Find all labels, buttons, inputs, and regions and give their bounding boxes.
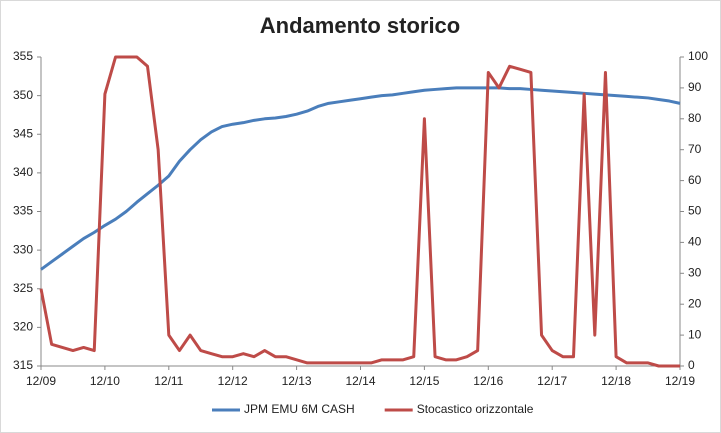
x-tick-label: 12/14 xyxy=(345,374,375,388)
y-tick-label: 350 xyxy=(13,88,33,102)
y-tick-label: 355 xyxy=(13,49,33,63)
y2-tick-label: 40 xyxy=(688,235,702,249)
y-tick-label: 335 xyxy=(13,204,33,218)
legend-label: Stocastico orizzontale xyxy=(417,402,534,416)
x-tick-label: 12/16 xyxy=(473,374,503,388)
y2-tick-label: 10 xyxy=(688,327,702,341)
y-tick-label: 340 xyxy=(13,165,33,179)
y-tick-label: 330 xyxy=(13,242,33,256)
legend-label: JPM EMU 6M CASH xyxy=(244,402,355,416)
y2-tick-label: 80 xyxy=(688,111,702,125)
y2-tick-label: 30 xyxy=(688,265,702,279)
y2-tick-label: 0 xyxy=(688,358,695,372)
y2-tick-label: 70 xyxy=(688,142,702,156)
y-tick-label: 325 xyxy=(13,281,33,295)
series-line xyxy=(39,55,680,368)
x-tick-label: 12/10 xyxy=(90,374,120,388)
y2-tick-label: 100 xyxy=(688,49,708,63)
chart-title: Andamento storico xyxy=(260,13,460,38)
series-line xyxy=(40,86,681,271)
x-tick-label: 12/19 xyxy=(665,374,695,388)
x-tick-label: 12/12 xyxy=(218,374,248,388)
y-tick-label: 320 xyxy=(13,320,33,334)
y-tick-label: 345 xyxy=(13,126,33,140)
x-tick-label: 12/15 xyxy=(409,374,439,388)
x-tick-label: 12/09 xyxy=(26,374,56,388)
y2-tick-label: 90 xyxy=(688,80,702,94)
x-tick-label: 12/11 xyxy=(154,374,183,388)
x-tick-label: 12/13 xyxy=(282,374,312,388)
y2-tick-label: 20 xyxy=(688,296,702,310)
x-tick-label: 12/17 xyxy=(537,374,567,388)
y2-tick-label: 50 xyxy=(688,204,702,218)
x-tick-label: 12/18 xyxy=(601,374,631,388)
y2-tick-label: 60 xyxy=(688,173,702,187)
y-tick-label: 315 xyxy=(13,358,33,372)
